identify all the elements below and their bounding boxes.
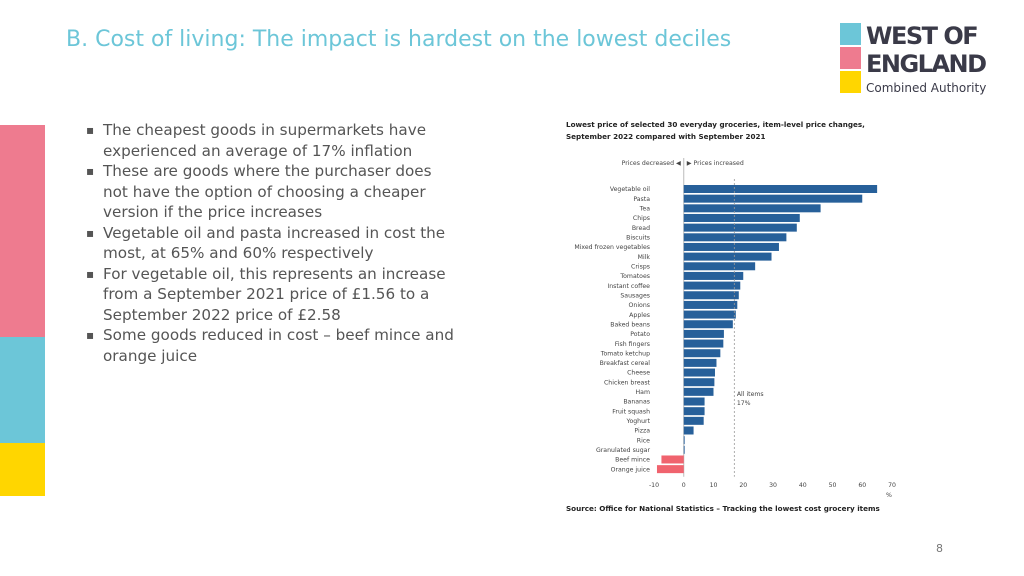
bullet-list: The cheapest goods in supermarkets have … — [86, 120, 456, 366]
bar-rice — [683, 436, 685, 445]
side-strip-yellow — [0, 443, 45, 496]
reference-label: All items — [737, 391, 764, 398]
reference-value-label: 17% — [737, 400, 751, 407]
bar-beef-mince — [661, 455, 684, 464]
bar-yoghurt — [683, 416, 704, 425]
x-tick-label: 50 — [829, 482, 837, 489]
chart-title: Lowest price of selected 30 everyday gro… — [566, 120, 865, 141]
bar-pasta — [683, 194, 863, 203]
x-tick-label: 20 — [739, 482, 747, 489]
category-label: Bread — [632, 225, 650, 232]
logo-square-yellow — [840, 71, 861, 93]
x-tick-label: 30 — [769, 482, 777, 489]
category-label: Ham — [636, 389, 650, 396]
logo-text-england: ENGLAND — [866, 50, 987, 78]
category-label: Fish fingers — [615, 341, 650, 348]
category-label: Tomato ketchup — [600, 350, 650, 357]
category-label: Rice — [637, 437, 650, 444]
x-tick-label: 70 — [888, 482, 896, 489]
x-tick-label: 0 — [682, 482, 686, 489]
category-label: Pasta — [633, 196, 650, 203]
bar-pizza — [683, 426, 694, 435]
category-label: Cheese — [627, 370, 650, 377]
bar-fish-fingers — [683, 339, 724, 348]
bar-sausages — [683, 291, 739, 300]
category-label: Beef mince — [615, 457, 650, 464]
category-label: Vegetable oil — [610, 186, 650, 193]
bar-tomato-ketchup — [683, 349, 721, 358]
category-label: Mixed frozen vegetables — [574, 244, 650, 251]
x-tick-label: -10 — [649, 482, 659, 489]
x-tick-label: 40 — [799, 482, 807, 489]
category-label: Breakfast cereal — [600, 360, 651, 367]
direction-label-increased: ▶ Prices increased — [687, 160, 744, 167]
logo-square-cyan — [840, 23, 861, 45]
bar-crisps — [683, 262, 756, 271]
category-label: Granulated sugar — [596, 447, 650, 454]
bar-bananas — [683, 397, 705, 406]
category-label: Bananas — [623, 399, 650, 406]
bullet-item: Some goods reduced in cost – beef mince … — [86, 325, 456, 366]
bar-chicken-breast — [683, 378, 715, 387]
bar-breakfast-cereal — [683, 358, 717, 367]
bar-fruit-squash — [683, 407, 705, 416]
bar-chips — [683, 213, 800, 222]
category-label: Chicken breast — [604, 379, 651, 386]
category-label: Biscuits — [626, 235, 650, 242]
bar-ham — [683, 387, 714, 396]
logo-text-west-of: WEST OF — [866, 22, 979, 50]
category-label: Tea — [639, 206, 651, 213]
price-change-chart: Lowest price of selected 30 everyday gro… — [556, 112, 906, 524]
category-label: Apples — [629, 312, 650, 319]
bar-vegetable-oil — [683, 185, 878, 193]
category-label: Pizza — [634, 428, 650, 435]
category-label: Potato — [630, 331, 650, 338]
bar-milk — [683, 252, 772, 261]
bar-granulated-sugar — [683, 445, 685, 454]
bar-bread — [683, 223, 797, 232]
side-strip-cyan — [0, 337, 45, 443]
chart-source: Source: Office for National Statistics –… — [566, 504, 880, 513]
bar-cheese — [683, 368, 715, 377]
category-label: Baked beans — [610, 321, 650, 328]
chart-canvas: Prices decreased ◀ ▶ Prices increased Vege… — [574, 158, 896, 499]
page-number: 8 — [936, 542, 943, 555]
category-label: Orange juice — [611, 466, 651, 473]
x-unit-label: % — [886, 492, 892, 499]
side-strip-pink — [0, 125, 45, 337]
x-tick-label: 10 — [710, 482, 718, 489]
category-label: Chips — [633, 215, 650, 222]
bar-tomatoes — [683, 271, 744, 280]
bullet-item: The cheapest goods in supermarkets have … — [86, 120, 456, 161]
category-label: Fruit squash — [612, 408, 650, 415]
bar-instant-coffee — [683, 281, 741, 290]
west-of-england-logo: WEST OF ENGLAND Combined Authority — [840, 23, 1010, 95]
bar-onions — [683, 300, 738, 309]
logo-text-combined-authority: Combined Authority — [866, 81, 987, 95]
category-label: Instant coffee — [607, 283, 650, 290]
page-title: B. Cost of living: The impact is hardest… — [66, 27, 732, 52]
category-label: Sausages — [620, 292, 650, 299]
bar-orange-juice — [656, 465, 684, 474]
category-label: Tomatoes — [619, 273, 650, 280]
bar-baked-beans — [683, 320, 733, 329]
direction-label-decreased: Prices decreased ◀ — [622, 160, 681, 167]
bar-tea — [683, 204, 821, 213]
logo-square-pink — [840, 47, 861, 69]
category-label: Yoghurt — [626, 418, 651, 425]
bar-mixed-frozen-vegetables — [683, 242, 779, 251]
x-tick-label: 60 — [858, 482, 866, 489]
bullet-item: These are goods where the purchaser does… — [86, 161, 456, 223]
bar-apples — [683, 310, 736, 319]
bar-potato — [683, 329, 724, 338]
bullet-item: For vegetable oil, this represents an in… — [86, 264, 456, 326]
bullet-item: Vegetable oil and pasta increased in cos… — [86, 223, 456, 264]
bar-biscuits — [683, 233, 787, 242]
category-label: Crisps — [631, 263, 650, 270]
category-label: Onions — [629, 302, 650, 309]
category-label: Milk — [638, 254, 651, 261]
